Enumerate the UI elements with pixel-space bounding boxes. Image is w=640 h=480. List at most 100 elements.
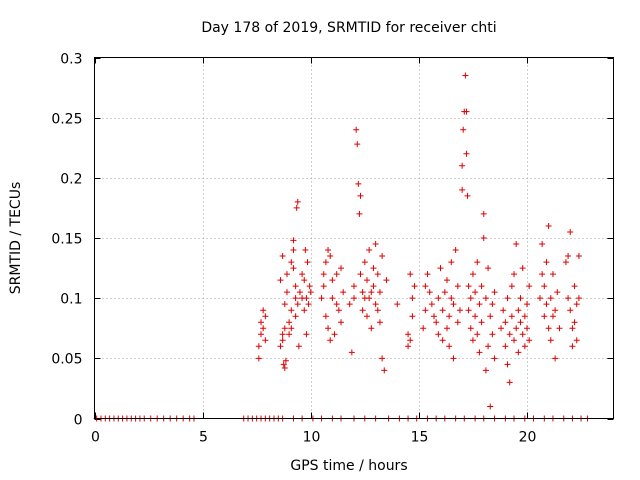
data-point [372,241,379,248]
data-point [526,283,533,290]
x-tick-label: 10 [303,430,321,446]
data-point [474,331,481,338]
data-point [302,247,309,254]
data-point [411,283,418,290]
data-point [515,349,522,356]
data-point [506,379,513,386]
data-point [290,237,297,244]
data-point [366,295,373,302]
x-tick-label: 20 [519,430,537,446]
data-point [459,186,466,193]
data-point [279,337,286,344]
data-point [465,283,472,290]
data-point [262,313,269,320]
data-point [521,343,528,350]
data-point [478,283,485,290]
data-point [340,289,347,296]
data-point [301,277,308,284]
y-axis-label: SRMTID / TECUs [8,182,24,295]
data-point [359,307,366,314]
data-point [422,307,429,314]
data-point [508,283,515,290]
data-point [370,283,377,290]
data-point [428,301,435,308]
data-point [356,210,363,217]
data-point [407,271,414,278]
data-point [541,283,548,290]
data-point [355,180,362,187]
data-point [280,361,287,368]
data-point [409,313,416,320]
data-point [556,325,563,332]
data-point [307,289,314,296]
data-point [348,349,355,356]
data-point [260,325,267,332]
data-point [346,301,353,308]
data-point [405,331,412,338]
data-point [465,307,472,314]
data-point [549,313,556,320]
data-point [383,277,390,284]
data-point [327,253,334,260]
data-point [294,301,301,308]
data-point [575,253,582,260]
data-point [565,295,572,302]
data-point [517,319,524,326]
data-point [363,313,370,320]
data-point [368,289,375,296]
data-point [469,271,476,278]
data-point [426,289,433,296]
data-point [290,247,297,254]
y-tick-label: 0.2 [60,172,82,188]
data-point [409,295,416,302]
data-point [354,141,361,148]
data-point [301,307,308,314]
data-point [575,295,582,302]
data-point [478,319,485,326]
data-point [325,247,332,254]
data-point [450,355,457,362]
data-point [439,337,446,344]
data-point [433,319,440,326]
data-point [277,343,284,350]
data-point [329,295,336,302]
data-point [543,259,550,266]
data-point [357,192,364,199]
data-point [452,247,459,254]
data-point [279,331,286,338]
data-point [407,337,414,344]
data-point [296,289,303,296]
plot-frame [94,57,614,419]
data-points [93,72,591,422]
data-point [504,361,511,368]
data-point [322,259,329,266]
data-point [487,313,494,320]
data-point [491,355,498,362]
data-point [463,150,470,157]
data-point [299,271,306,278]
data-point [295,343,302,350]
tick-labels: 0 0.05 0.1 0.15 0.2 0.25 0.3 0 5 10 15 20 [51,52,536,446]
data-point [331,331,338,338]
data-point [333,301,340,308]
data-point [489,331,496,338]
grid-lines [94,57,614,419]
data-point [292,283,299,290]
data-point [277,277,284,284]
data-point [565,253,572,260]
data-point [545,325,552,332]
data-point [366,247,373,254]
data-point [463,108,470,115]
data-point [374,307,381,314]
data-point [573,301,580,308]
data-point [462,72,469,79]
data-point [283,271,290,278]
data-point [420,325,427,332]
data-point [567,228,574,235]
data-point [372,301,379,308]
data-point [320,283,327,290]
data-point [571,319,578,326]
data-point [258,319,265,326]
data-point [439,307,446,314]
